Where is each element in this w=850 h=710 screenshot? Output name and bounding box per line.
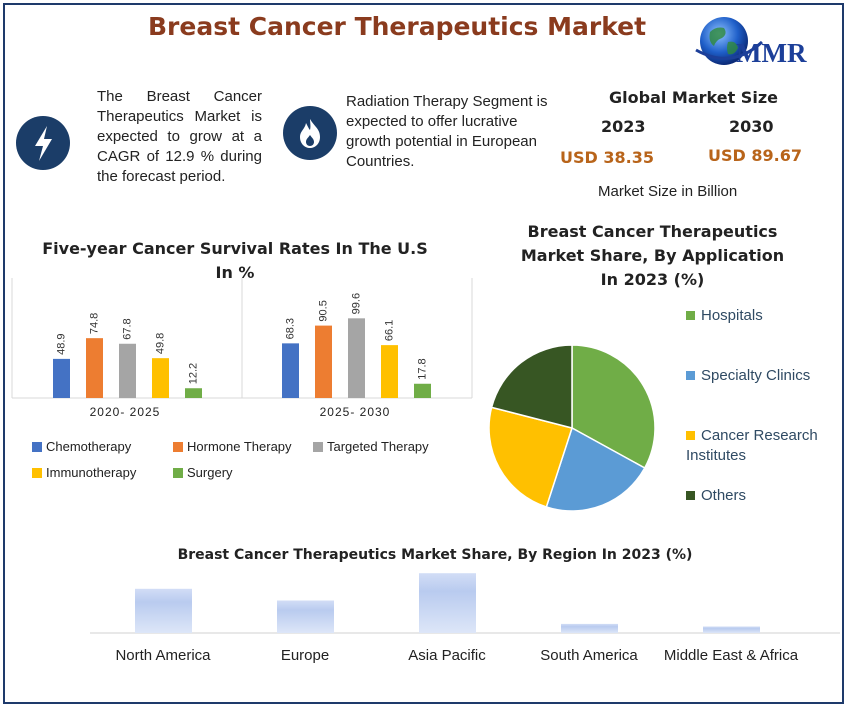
data-label-targeted-therapy-1: 67.8	[121, 318, 133, 339]
bar-immunotherapy-2	[381, 345, 398, 398]
region-label-middle-east-africa: Middle East & Africa	[663, 647, 799, 664]
value-2030: USD 89.67	[708, 146, 802, 165]
legend-swatch-hormone-therapy	[173, 442, 183, 452]
pie-swatch-cancer-research	[686, 431, 695, 440]
bar-surgery-2	[414, 383, 431, 398]
pie-slice-specialty-clinics	[545, 426, 646, 512]
pie-legend-specialty-clinics: Specialty Clinics	[686, 366, 810, 386]
region-bar-south-america	[561, 623, 618, 633]
region-bar-asia-pacific	[419, 573, 476, 633]
flame-icon	[283, 106, 337, 160]
bar-immunotherapy-1	[152, 358, 169, 398]
pie-slice-others	[490, 344, 573, 429]
legend-swatch-surgery	[173, 468, 183, 478]
survival-chart-frame	[11, 278, 473, 399]
legend-chemotherapy: Chemotherapy	[32, 439, 131, 454]
survival-bar-chart: 48.9 74.8 67.8 49.8 12.2 2020- 2025 68.3 90.5 99…	[11, 278, 473, 419]
legend-swatch-targeted-therapy	[313, 442, 323, 452]
region-bar-europe	[277, 600, 334, 633]
year-2023: 2023	[601, 117, 646, 136]
logo-text: MMR	[736, 38, 807, 68]
data-label-surgery-1: 12.2	[187, 363, 199, 384]
data-label-targeted-therapy-2: 99.6	[350, 293, 362, 314]
bar-chemotherapy-1	[53, 358, 70, 398]
pie-slice-hospitals	[571, 344, 656, 470]
region-bar-chart	[90, 573, 840, 634]
data-label-immunotherapy-2: 66.1	[383, 320, 395, 341]
pie-slice-cancer-research-institutes	[488, 406, 573, 508]
data-label-chemotherapy-2: 68.3	[284, 318, 296, 339]
bar-chemotherapy-2	[282, 343, 299, 398]
pie-legend-others: Others	[686, 486, 746, 506]
value-2023: USD 38.35	[560, 148, 654, 167]
bar-targeted-therapy-2	[348, 318, 365, 398]
category-label-2: 2025- 2030	[320, 405, 391, 419]
bar-hormone-therapy-2	[315, 325, 332, 398]
application-pie-chart	[488, 344, 656, 512]
legend-targeted-therapy: Targeted Therapy	[313, 439, 429, 454]
legend-hormone-therapy: Hormone Therapy	[173, 439, 292, 454]
pie-swatch-hospitals	[686, 311, 695, 320]
radiation-info-text: Radiation Therapy Segment is expected to…	[346, 93, 548, 170]
data-label-chemotherapy-1: 48.9	[55, 333, 67, 354]
pie-chart-title: Breast Cancer Therapeutics Market Share,…	[520, 222, 785, 289]
survival-chart-title: Five-year Cancer Survival Rates In The U…	[42, 239, 428, 282]
infographic-frame	[3, 3, 844, 704]
pie-swatch-specialty-clinics	[686, 371, 695, 380]
region-label-europe: Europe	[280, 647, 330, 664]
page-title: Breast Cancer Therapeutics Market	[148, 12, 647, 41]
pie-legend-hospitals: Hospitals	[686, 306, 763, 326]
region-bar-middle-east-africa	[703, 626, 760, 633]
region-label-south-america: South America	[540, 647, 638, 664]
region-bar-north-america	[135, 588, 192, 633]
pie-legend-cancer-research: Cancer Research Institutes	[686, 427, 818, 464]
data-label-hormone-therapy-2: 90.5	[317, 300, 329, 321]
data-label-hormone-therapy-1: 74.8	[88, 313, 100, 334]
legend-immunotherapy: Immunotherapy	[32, 465, 136, 480]
globe-icon	[695, 17, 764, 65]
region-label-north-america: North America	[115, 647, 211, 664]
bar-targeted-therapy-1	[119, 343, 136, 398]
lightning-bolt-icon	[16, 116, 70, 170]
legend-swatch-chemotherapy	[32, 442, 42, 452]
year-2030: 2030	[729, 117, 774, 136]
legend-surgery: Surgery	[173, 465, 233, 480]
mmr-logo	[692, 12, 837, 74]
data-label-surgery-2: 17.8	[416, 358, 428, 379]
market-size-note: Market Size in Billion	[598, 183, 738, 200]
region-chart-title: Breast Cancer Therapeutics Market Share,…	[177, 547, 693, 563]
bar-hormone-therapy-1	[86, 338, 103, 398]
pie-swatch-others	[686, 491, 695, 500]
legend-swatch-immunotherapy	[32, 468, 42, 478]
bar-surgery-1	[185, 388, 202, 398]
category-label-1: 2020- 2025	[90, 405, 161, 419]
data-label-immunotherapy-1: 49.8	[154, 333, 166, 354]
market-size-title: Global Market Size	[609, 88, 778, 107]
region-label-asia-pacific: Asia Pacific	[408, 647, 486, 664]
cagr-info-text: The Breast Cancer Therapeutics Market is…	[97, 88, 262, 185]
